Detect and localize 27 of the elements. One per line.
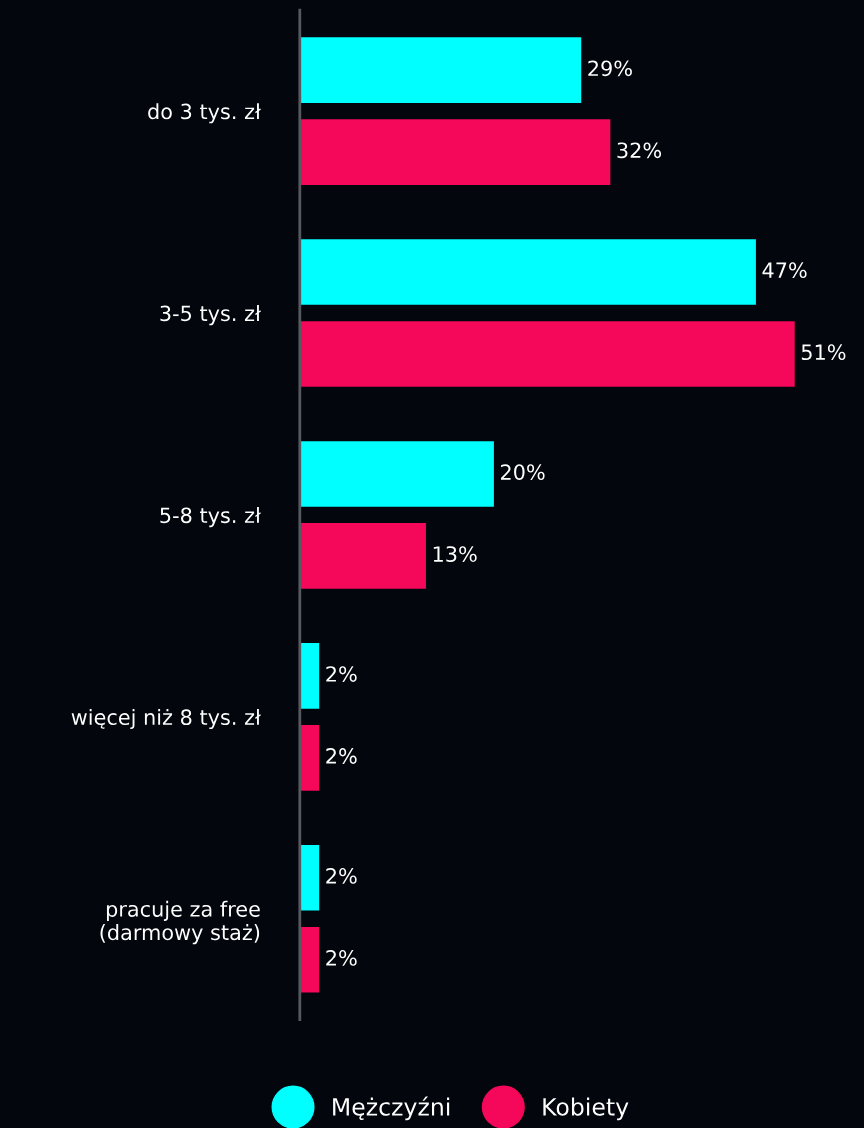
legend-label: Mężczyźni	[333, 1096, 450, 1121]
data-label: 20%	[500, 464, 545, 480]
y-tick-label: 3-5 tys. zł	[160, 305, 261, 326]
bar	[299, 926, 320, 993]
data-label: 32%	[617, 142, 662, 159]
data-label: 2%	[326, 868, 357, 884]
bar	[299, 37, 582, 103]
data-label: 51%	[801, 344, 846, 361]
data-label: 2%	[326, 666, 357, 682]
bar	[299, 844, 320, 911]
y-tick-label: do 3 tys. zł	[148, 103, 261, 124]
bar	[299, 725, 320, 791]
y-tick-label: 5-8 tys. zł	[160, 507, 261, 528]
data-label: 13%	[433, 546, 477, 562]
bar	[299, 239, 756, 305]
y-tick-label: pracuje za free (darmowy staż)	[100, 900, 260, 945]
bar	[299, 523, 426, 589]
bar	[299, 441, 494, 507]
bar	[299, 321, 795, 387]
data-label: 47%	[762, 262, 807, 279]
data-label: 29%	[588, 60, 632, 77]
bar	[299, 119, 611, 185]
y-tick-label: więcej niż 8 tys. zł	[71, 708, 261, 730]
data-label: 2%	[326, 748, 357, 764]
data-label: 2%	[326, 950, 357, 966]
bar	[299, 643, 320, 709]
legend-label: Kobiety	[543, 1097, 629, 1121]
